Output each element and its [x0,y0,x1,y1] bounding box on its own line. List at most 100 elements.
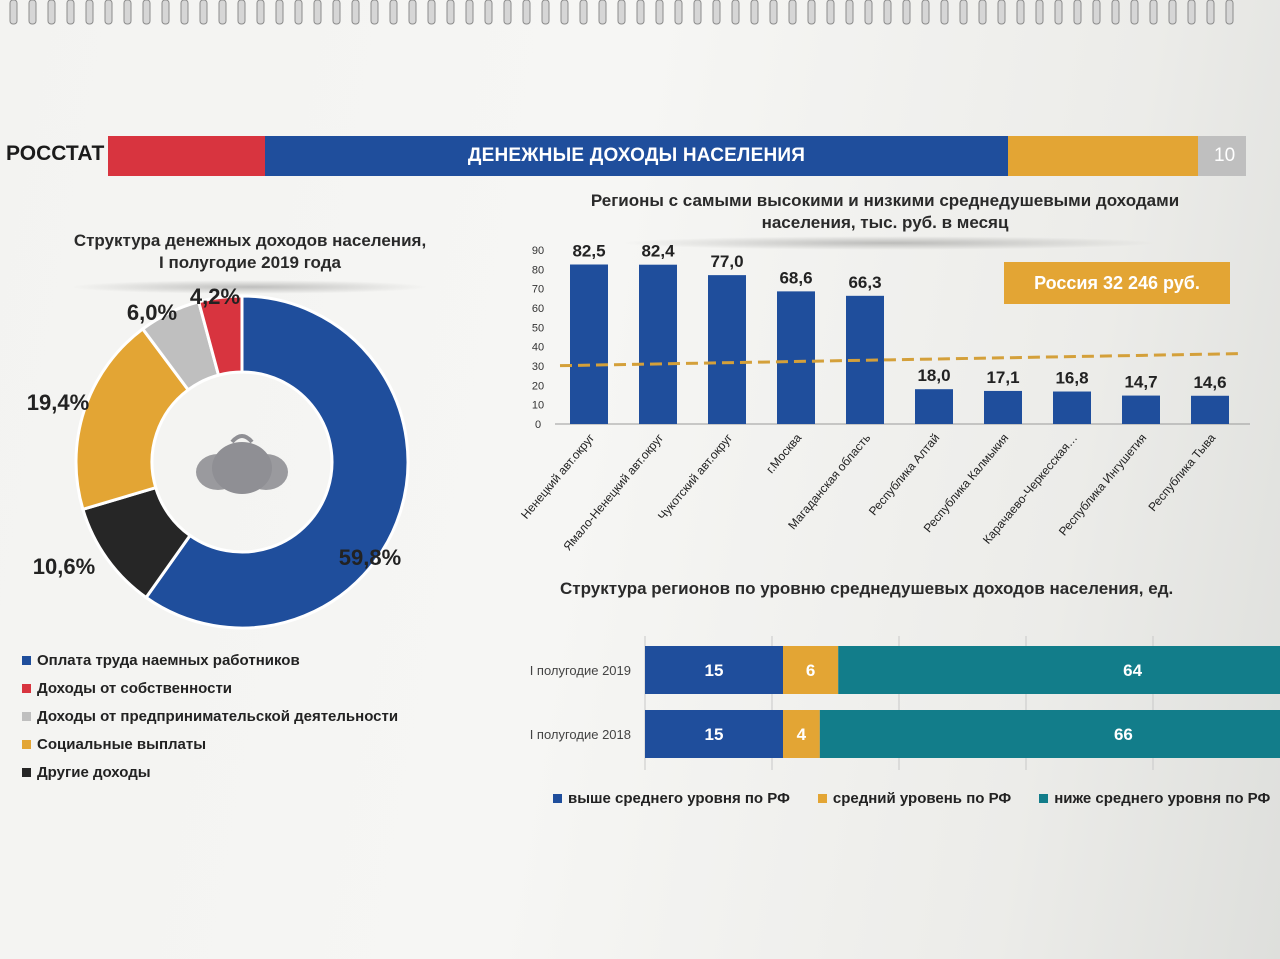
bar-value-label: 82,5 [572,242,605,261]
money-bags-icon [196,434,288,494]
bar-value-label: 16,8 [1055,369,1088,388]
segment-value-label: 64 [1123,661,1142,680]
spiral-ring [47,0,56,25]
spiral-ring [940,0,949,25]
legend-item: выше среднего уровня по РФ [553,790,790,807]
header-band-red [108,136,265,176]
y-tick-label: 80 [532,264,544,276]
spiral-ring [807,0,816,25]
legend-swatch [22,739,31,749]
y-tick-label: 0 [535,419,541,431]
spiral-ring [218,0,227,25]
russia-average-badge: Россия 32 246 руб. [1004,262,1230,304]
spiral-ring [788,0,797,25]
y-tick-label: 40 [532,342,544,354]
stacked-legend: выше среднего уровня по РФ средний уровен… [553,790,1270,807]
spiral-ring [503,0,512,25]
segment-value-label: 4 [797,725,807,744]
bar [1053,391,1091,424]
header-band-blue: ДЕНЕЖНЫЕ ДОХОДЫ НАСЕЛЕНИЯ [265,136,1008,176]
donut-value-label: 59,8% [339,545,401,570]
y-tick-label: 90 [532,245,544,257]
spiral-ring [1054,0,1063,25]
spiral-ring [712,0,721,25]
bar [570,264,608,424]
bar [639,264,677,424]
legend-item: Другие доходы [22,758,398,786]
legend-swatch [553,794,562,803]
spiral-ring [959,0,968,25]
spiral-ring [370,0,379,25]
spiral-ring [28,0,37,25]
legend-label: средний уровень по РФ [832,790,1012,807]
spiral-ring [104,0,113,25]
spiral-ring [1016,0,1025,25]
bar-category-label: Республика Алтай [866,431,942,518]
segment-value-label: 6 [806,661,815,680]
spiral-ring [332,0,341,25]
y-tick-label: 70 [532,284,544,296]
spiral-ring [427,0,436,25]
bar-chart-title: Регионы с самыми высокими и низкими сред… [590,191,1180,232]
legend-label: Доходы от собственности [37,679,233,697]
stacked-segment [645,646,783,694]
spiral-ring [883,0,892,25]
spiral-ring [902,0,911,25]
header-band-yellow [1008,136,1198,176]
header-band-grey [1198,136,1246,176]
legend-swatch [1039,794,1049,803]
spiral-ring [199,0,208,25]
bar [777,291,815,424]
legend-label: Оплата труда наемных работников [37,651,300,669]
spiral-ring [85,0,94,25]
bar-value-label: 68,6 [779,268,812,287]
page-title: ДЕНЕЖНЫЕ ДОХОДЫ НАСЕЛЕНИЯ [467,145,806,166]
bar-category-label: Республика Тыва [1145,431,1218,514]
legend-label: выше среднего уровня по РФ [568,790,790,807]
segment-value-label: 15 [705,725,724,744]
russia-average-line [559,352,1239,368]
spiral-ring [921,0,930,25]
money-bag-shape [212,442,272,494]
legend-label: Доходы от предпринимательской деятельнос… [37,707,399,725]
stacked-segment [645,710,783,758]
spiral-ring [1035,0,1044,25]
spiral-ring [142,0,151,25]
spiral-ring [484,0,493,25]
spiral-ring [123,0,132,25]
bar-value-label: 17,1 [986,368,1019,387]
donut-value-label: 4,2% [190,284,240,309]
spiral-ring [560,0,569,25]
bar-value-label: 18,0 [917,366,950,385]
spiral-ring [636,0,645,25]
spiral-ring [66,0,75,25]
legend-item: ниже среднего уровня по РФ [1039,790,1270,807]
legend-item: средний уровень по РФ [817,790,1012,807]
spiral-ring [1073,0,1082,25]
legend-item: Оплата труда наемных работников [22,646,398,674]
spiral-ring [750,0,759,25]
bar-chart: 0 10 20 30 40 50 60 70 80 90 82,5 Ненецкий авт.окру… [518,242,1250,553]
money-bag-tie [230,434,254,444]
stacked-segment [819,710,1280,758]
spiral-ring [237,0,246,25]
donut-chart-title: Структура денежных доходов населения, I … [73,231,427,272]
bar [1122,395,1160,424]
title-underline [70,280,430,294]
legend-item: Социальные выплаты [22,730,398,758]
segment-value-label: 66 [1114,725,1133,744]
legend-swatch [817,794,827,803]
spiral-ring [1111,0,1120,25]
legend-label: Социальные выплаты [37,735,207,753]
spiral-ring [313,0,322,25]
bar [708,275,746,424]
spiral-ring [826,0,835,25]
legend-label: Другие доходы [37,763,151,781]
spiral-ring [408,0,417,25]
bar [915,389,953,424]
spiral-ring [1187,0,1196,25]
spiral-ring [617,0,626,25]
spiral-ring [256,0,265,25]
donut-slice [196,294,244,377]
stacked-segment [838,646,1280,694]
